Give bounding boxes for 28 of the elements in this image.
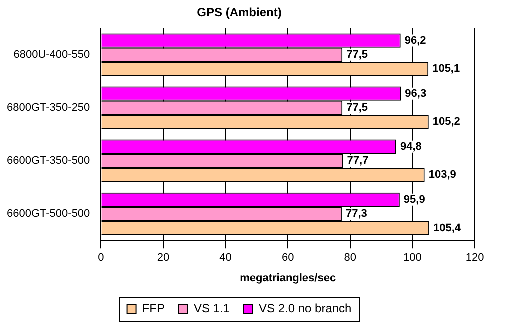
legend-label: VS 1.1: [194, 301, 230, 316]
data-label: 77,3: [346, 208, 368, 220]
data-label: 105,2: [432, 116, 460, 128]
data-label: 94,8: [400, 140, 422, 153]
x-tick-label: 100: [404, 252, 422, 264]
legend-label: FFP: [142, 301, 165, 316]
chart-title: GPS (Ambient): [197, 6, 282, 20]
data-label: 105,4: [434, 222, 462, 234]
x-tick-label: 60: [282, 252, 294, 264]
data-label: 103,9: [428, 169, 456, 182]
data-label: 96,2: [404, 34, 426, 47]
x-tick-label: 80: [344, 252, 357, 264]
x-tick-label: 120: [466, 252, 484, 264]
y-tick-label: 6800U-400-550: [14, 48, 90, 61]
x-tick-label: 20: [157, 252, 170, 264]
data-label: 96,3: [405, 88, 427, 100]
x-tick-label: 0: [98, 252, 104, 264]
data-label: 77,7: [347, 155, 369, 168]
x-tick-label: 40: [220, 252, 232, 264]
data-label: 77,5: [346, 48, 368, 61]
y-tick-label: 6600GT-350-500: [7, 155, 90, 168]
data-label: 95,9: [404, 194, 426, 206]
y-tick-label: 6800GT-350-250: [7, 102, 90, 114]
data-label: 77,5: [346, 102, 368, 114]
legend-label: VS 2.0 no branch: [258, 301, 352, 316]
x-axis-title: megatriangles/sec: [240, 272, 336, 284]
y-tick-label: 6600GT-500-500: [7, 208, 90, 220]
data-label: 105,1: [432, 63, 460, 76]
